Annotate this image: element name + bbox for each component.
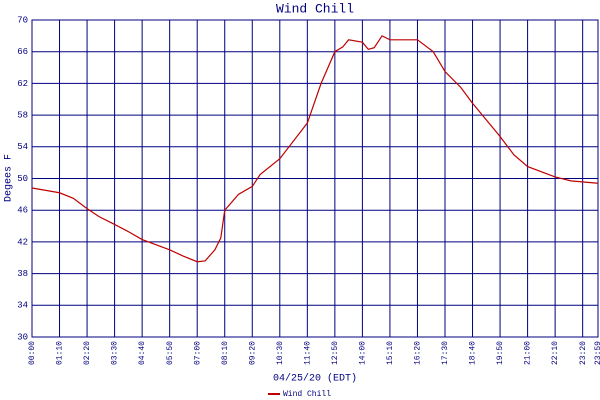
data-line	[31, 35, 599, 263]
y-tick-label: 70	[17, 15, 28, 25]
y-tick-label: 46	[17, 206, 28, 216]
x-tick-label: 05:50	[166, 341, 175, 365]
x-tick-label: 12:50	[331, 341, 340, 365]
x-tick-label: 10:30	[276, 341, 285, 365]
y-tick-label: 42	[17, 237, 28, 247]
x-tick-label: 22:10	[551, 341, 560, 365]
x-tick-label: 03:30	[111, 341, 120, 365]
x-tick-label: 02:20	[83, 341, 92, 365]
y-tick-label: 54	[17, 142, 28, 152]
x-tick-label: 23:59	[594, 341, 600, 365]
x-tick-label: 08:10	[221, 341, 230, 365]
chart-title: Wind Chill	[276, 1, 354, 16]
x-tick-label: 19:50	[496, 341, 505, 365]
legend-label: Wind Chill	[283, 390, 331, 399]
y-tick-label: 66	[17, 47, 28, 57]
y-tick-label: 62	[17, 79, 28, 89]
x-tick-label: 07:00	[193, 341, 202, 365]
y-tick-label: 50	[17, 174, 28, 184]
x-axis-label: 04/25/20 (EDT)	[273, 373, 357, 385]
x-tick-label: 14:00	[359, 341, 368, 365]
x-tick-label: 00:00	[28, 341, 37, 365]
x-tick-label: 09:20	[248, 341, 257, 365]
x-tick-label: 01:10	[56, 341, 65, 365]
x-tick-label: 18:40	[469, 341, 478, 365]
x-tick-label: 21:00	[524, 341, 533, 365]
x-tick-label: 17:30	[441, 341, 450, 365]
y-tick-label: 58	[17, 110, 28, 120]
y-tick-label: 30	[17, 332, 28, 342]
y-tick-label: 34	[17, 301, 28, 311]
x-tick-label: 04:40	[138, 341, 147, 365]
y-tick-label: 38	[17, 269, 28, 279]
x-tick-label: 15:10	[386, 341, 395, 365]
x-tick-label: 23:20	[579, 341, 588, 365]
x-tick-label: 16:20	[414, 341, 423, 365]
x-tick-label: 11:40	[303, 341, 312, 365]
y-axis-label: Degees F	[4, 154, 15, 202]
